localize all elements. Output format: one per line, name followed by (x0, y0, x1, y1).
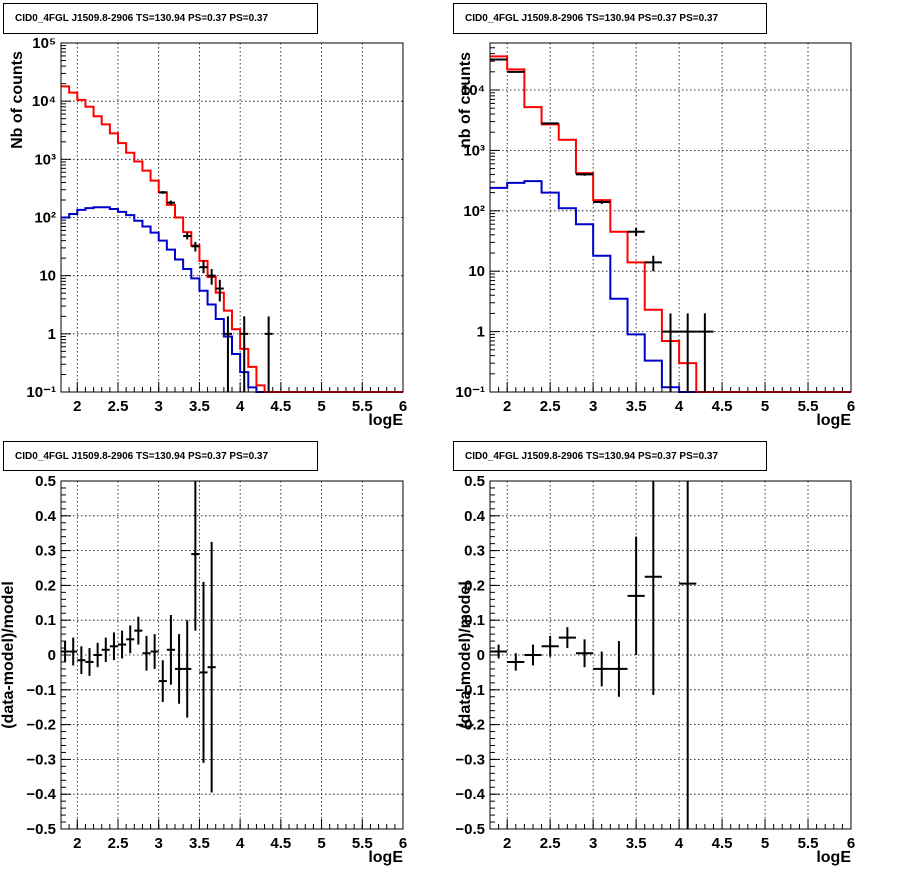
y-axis-label: nb of counts (457, 52, 474, 148)
y-tick-label: 1 (48, 326, 56, 343)
x-tick-label: 5.5 (798, 398, 819, 415)
y-tick-label: −0.4 (26, 786, 56, 803)
y-tick-label: 0.2 (464, 577, 485, 594)
y-tick-label: −0.3 (455, 751, 485, 768)
y-tick-label: 10 (468, 263, 485, 280)
plot-frame (60, 42, 404, 393)
x-tick-label: 6 (399, 835, 407, 852)
y-tick-label: −0.3 (26, 751, 56, 768)
x-tick-label: 5.5 (352, 398, 373, 415)
y-tick-label: 0.2 (35, 577, 56, 594)
x-tick-label: 3.5 (626, 835, 647, 852)
x-tick-label: 4.5 (270, 835, 291, 852)
plot-frame (60, 480, 404, 830)
plot-frame (489, 42, 852, 393)
source-model-line (61, 206, 403, 393)
y-tick-label: 0.5 (35, 473, 56, 490)
y-tick-label: 10⁻¹ (455, 384, 485, 401)
x-tick-label: 2.5 (540, 835, 561, 852)
x-axis-label: logE (368, 849, 403, 866)
y-tick-label: 10⁵ (32, 35, 56, 52)
panel-title-bottom-left: CID0_4FGL J1509.8-2906 TS=130.94 PS=0.37… (3, 441, 318, 471)
x-tick-label: 2.5 (540, 398, 561, 415)
x-tick-label: 2 (503, 835, 511, 852)
y-axis-label: (data-model)/model (0, 581, 17, 729)
x-tick-label: 2.5 (108, 835, 129, 852)
x-tick-label: 3.5 (189, 835, 210, 852)
y-tick-label: 0 (477, 647, 485, 664)
x-tick-label: 4.5 (270, 398, 291, 415)
y-tick-label: −0.1 (455, 682, 485, 699)
x-tick-label: 6 (847, 835, 855, 852)
x-tick-label: 3 (589, 398, 597, 415)
y-tick-label: 10⁴ (32, 93, 56, 110)
y-tick-label: −0.2 (455, 717, 485, 734)
x-axis-label: logE (816, 849, 851, 866)
x-tick-label: 3 (155, 398, 163, 415)
x-tick-label: 4 (236, 398, 245, 415)
x-tick-label: 5 (317, 835, 325, 852)
y-tick-label: −0.5 (26, 821, 56, 838)
y-tick-label: 10³ (463, 142, 485, 159)
plot-panel-4: 2 2.5 3 3.5 4 4.5 5 5.5 6 −0.5 −0.4 −0.3 −0.2 −0.1 0 0.… (455, 473, 855, 866)
y-tick-label: 0.4 (35, 508, 57, 525)
y-tick-label: 0 (48, 647, 56, 664)
y-tick-label: 10 (39, 268, 56, 285)
x-tick-label: 3.5 (626, 398, 647, 415)
y-tick-label: 0.4 (464, 508, 486, 525)
y-tick-label: 0.3 (464, 543, 485, 560)
x-axis-label: logE (816, 412, 851, 429)
x-tick-label: 5.5 (352, 835, 373, 852)
y-tick-label: −0.5 (455, 821, 485, 838)
x-tick-label: 5.5 (798, 835, 819, 852)
x-tick-label: 4 (236, 835, 245, 852)
x-tick-label: 3 (589, 835, 597, 852)
x-tick-label: 2.5 (108, 398, 129, 415)
y-tick-label: 10² (34, 210, 56, 227)
panel-title-top-left: CID0_4FGL J1509.8-2906 TS=130.94 PS=0.37… (3, 3, 318, 34)
y-axis-label: Nb of counts (9, 51, 26, 149)
y-tick-label: 10² (463, 203, 485, 220)
x-tick-label: 3.5 (189, 398, 210, 415)
x-tick-label: 4.5 (712, 398, 733, 415)
x-tick-label: 5 (761, 398, 769, 415)
panel-title-bottom-right: CID0_4FGL J1509.8-2906 TS=130.94 PS=0.37… (453, 441, 767, 471)
y-tick-label: 0.3 (35, 543, 56, 560)
plot-panel-1: 2 2.5 3 3.5 4 4.5 5 5.5 6 10⁻¹ 1 10 10² 10³ 10⁴ 10⁵ logE… (9, 35, 407, 429)
x-tick-label: 6 (847, 398, 855, 415)
y-tick-label: 10⁴ (461, 82, 485, 99)
x-tick-label: 2 (73, 835, 81, 852)
y-axis-label: (data-model)/model (457, 581, 474, 729)
x-tick-label: 6 (399, 398, 407, 415)
x-tick-label: 5 (761, 835, 769, 852)
x-tick-label: 4 (675, 835, 684, 852)
y-tick-label: −0.4 (455, 786, 485, 803)
x-tick-label: 2 (73, 398, 81, 415)
x-tick-label: 4 (675, 398, 684, 415)
y-tick-label: 10⁻¹ (26, 384, 56, 401)
y-tick-label: 1 (477, 324, 485, 341)
y-tick-label: −0.1 (26, 682, 56, 699)
x-tick-label: 4.5 (712, 835, 733, 852)
x-tick-label: 3 (155, 835, 163, 852)
plot-frame (489, 480, 852, 830)
y-tick-label: 10³ (34, 151, 56, 168)
plot-panel-3: 2 2.5 3 3.5 4 4.5 5 5.5 6 −0.5 −0.4 −0.3 −0.2 −0.1 0 0.… (0, 473, 407, 866)
panel-title-top-right: CID0_4FGL J1509.8-2906 TS=130.94 PS=0.37… (453, 3, 767, 34)
y-tick-label: 0.1 (35, 612, 56, 629)
x-tick-label: 2 (503, 398, 511, 415)
plot-panel-2: 2 2.5 3 3.5 4 4.5 5 5.5 6 10⁻¹ 1 10 10² 10³ 10⁴ logE nb … (455, 42, 855, 429)
x-tick-label: 5 (317, 398, 325, 415)
y-tick-label: 0.1 (464, 612, 485, 629)
y-tick-label: 0.5 (464, 473, 485, 490)
x-axis-label: logE (368, 412, 403, 429)
y-tick-label: −0.2 (26, 717, 56, 734)
